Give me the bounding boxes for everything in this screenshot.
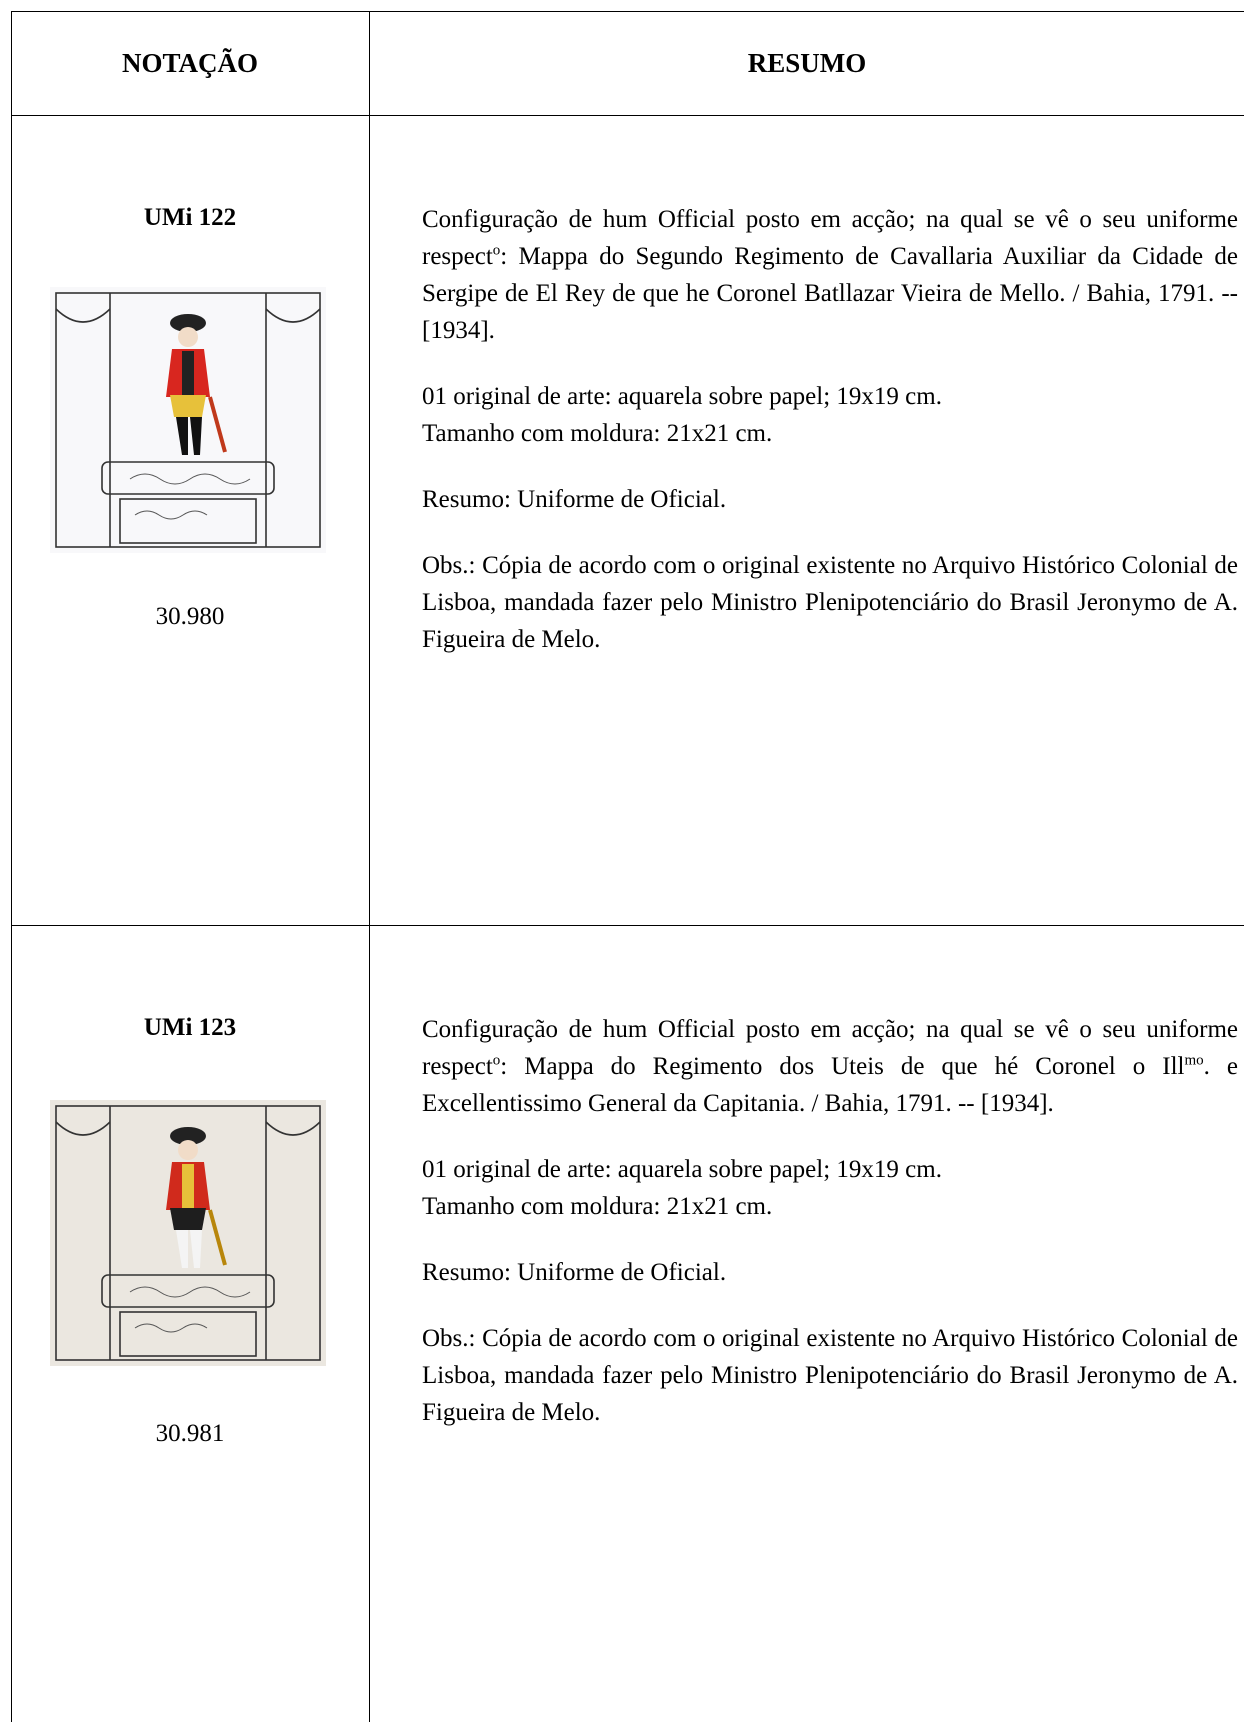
paragraph: 01 original de arte: aquarela sobre pape… <box>422 378 1238 452</box>
table-border <box>11 925 1244 926</box>
header-cell: NOTAÇÃO <box>121 47 258 78</box>
text: Resumo: Uniforme de Oficial. <box>422 1259 727 1286</box>
paragraph: Resumo: Uniforme de Oficial. <box>422 481 1238 518</box>
table-border <box>369 11 370 1722</box>
text-run: Configuração de hum Official posto em ac… <box>422 206 1238 270</box>
text-run: : Mappa do Regimento dos Uteis de que hé… <box>500 1053 1185 1080</box>
paragraph: 01 original de arte: aquarela sobre pape… <box>422 1151 1238 1225</box>
text: Obs.: Cópia de acordo com o original exi… <box>422 552 1238 653</box>
paragraph: Resumo: Uniforme de Oficial. <box>422 1254 1238 1291</box>
superscript: o <box>492 242 501 259</box>
text-run: Configuração de hum Official posto em ac… <box>422 1016 1238 1080</box>
item-number: 30.980 <box>155 603 225 630</box>
text-line: Tamanho com moldura: 21x21 cm. <box>422 1193 773 1220</box>
paragraph: Obs.: Cópia de acordo com o original exi… <box>422 1320 1238 1431</box>
table-border <box>11 11 12 1722</box>
text-line: 01 original de arte: aquarela sobre pape… <box>422 1156 942 1183</box>
text-run: . e Excellentissimo General da Capitania… <box>422 1053 1238 1117</box>
text-line: Tamanho com moldura: 21x21 cm. <box>422 420 773 447</box>
summary: Configuração de hum Official posto em ac… <box>422 201 1238 687</box>
superscript: o <box>492 1052 501 1069</box>
text-line: 01 original de arte: aquarela sobre pape… <box>422 383 942 410</box>
text-run: : Mappa do Segundo Regimento de Cavallar… <box>422 243 1238 344</box>
text: Obs.: Cópia de acordo com o original exi… <box>422 1325 1238 1426</box>
illustration <box>50 1100 326 1366</box>
header-cell: RESUMO <box>747 47 867 78</box>
table-border <box>11 11 1244 12</box>
item-number: 30.981 <box>155 1420 225 1447</box>
paragraph: Configuração de hum Official posto em ac… <box>422 1011 1238 1122</box>
illustration <box>50 287 326 553</box>
paragraph: Obs.: Cópia de acordo com o original exi… <box>422 547 1238 658</box>
table-border <box>11 115 1244 116</box>
notation: UMi 123 <box>143 1014 237 1041</box>
text: Resumo: Uniforme de Oficial. <box>422 486 727 513</box>
paragraph: Configuração de hum Official posto em ac… <box>422 201 1238 349</box>
superscript: mo <box>1184 1052 1204 1069</box>
notation: UMi 122 <box>143 204 237 231</box>
summary: Configuração de hum Official posto em ac… <box>422 1011 1238 1460</box>
